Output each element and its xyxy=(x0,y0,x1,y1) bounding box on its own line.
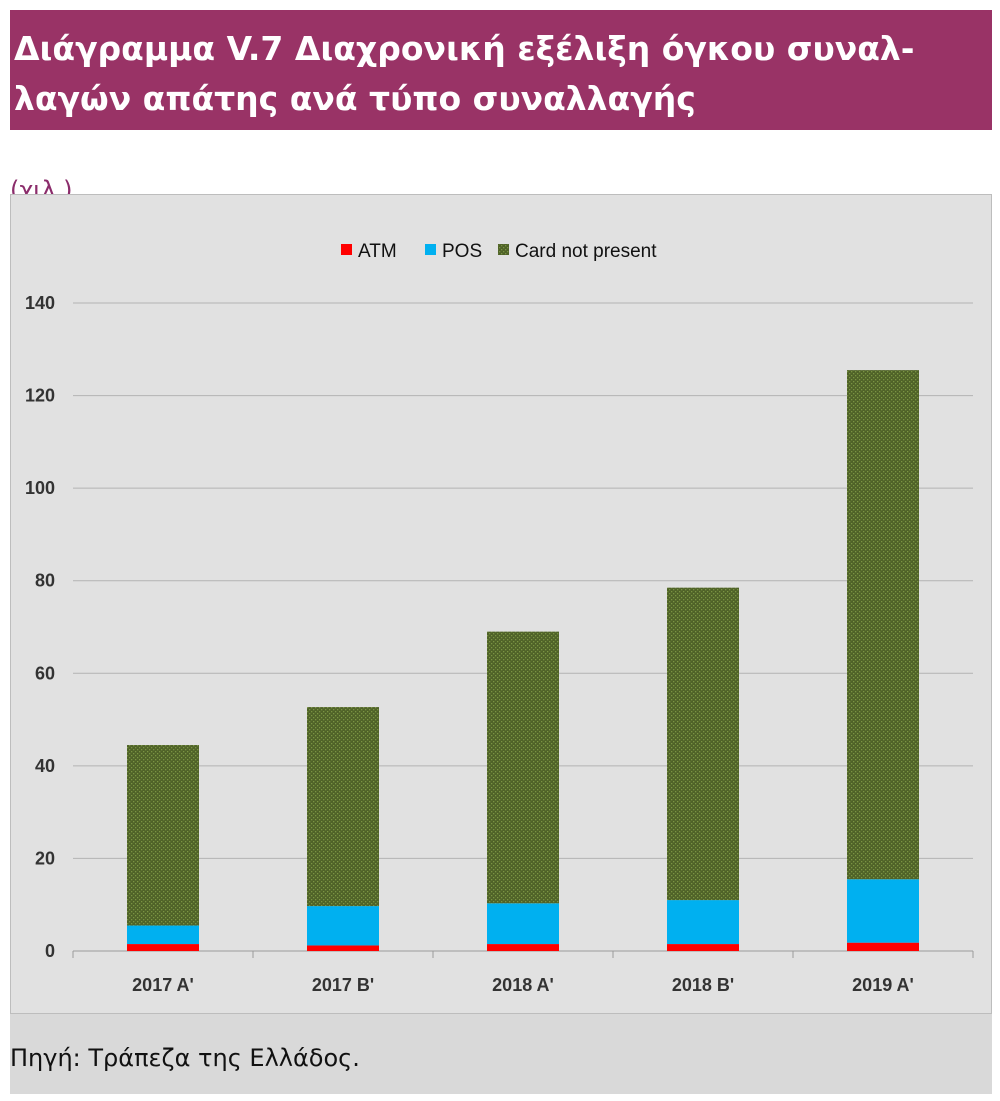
y-tick-label: 140 xyxy=(25,293,55,313)
chart-title: Διάγραμμα V.7 Διαχρονική εξέλιξη όγκου σ… xyxy=(14,24,980,124)
source-band: Πηγή: Τράπεζα της Ελλάδος. xyxy=(10,1014,992,1094)
x-tick-label: 2017 A' xyxy=(132,975,194,995)
source-note: Πηγή: Τράπεζα της Ελλάδος. xyxy=(10,1044,360,1072)
legend-swatch-atm xyxy=(341,244,352,255)
x-tick-label: 2018 A' xyxy=(492,975,554,995)
bar-segment-atm xyxy=(847,942,919,951)
y-tick-label: 60 xyxy=(35,663,55,683)
y-tick-label: 40 xyxy=(35,756,55,776)
x-tick-label: 2018 B' xyxy=(672,975,734,995)
chart-title-line-1: Διάγραμμα V.7 Διαχρονική εξέλιξη όγκου σ… xyxy=(14,29,915,68)
y-tick-label: 120 xyxy=(25,386,55,406)
bar-segment-card-not-present xyxy=(487,631,559,904)
bar-segment-pos xyxy=(667,900,739,945)
bar-segment-pos xyxy=(127,925,199,945)
legend-swatch-pos xyxy=(425,244,436,255)
bar-segment-pos xyxy=(487,903,559,945)
bar-segment-card-not-present xyxy=(847,370,919,880)
bar-segment-atm xyxy=(667,944,739,951)
legend-swatch-card-not-present xyxy=(498,244,509,255)
title-banner: Διάγραμμα V.7 Διαχρονική εξέλιξη όγκου σ… xyxy=(10,10,992,130)
bar-segment-pos xyxy=(307,906,379,946)
x-tick-label: 2019 A' xyxy=(852,975,914,995)
bars xyxy=(127,370,919,951)
legend-label: Card not present xyxy=(515,241,657,262)
bar-segment-card-not-present xyxy=(667,587,739,901)
y-tick-label: 20 xyxy=(35,848,55,868)
chart-title-line-2: λαγών απάτης ανά τύπο συναλλαγής xyxy=(14,79,696,118)
y-tick-label: 0 xyxy=(45,941,55,961)
bar-segment-atm xyxy=(307,945,379,951)
y-tick-label: 80 xyxy=(35,571,55,591)
y-tick-label: 100 xyxy=(25,478,55,498)
chart-area: 0 20 40 60 80 100 120 140 2017 A' 2017 B' 2018 A'… xyxy=(10,194,992,1014)
bar-segment-pos xyxy=(847,879,919,943)
bar-chart: 0 20 40 60 80 100 120 140 2017 A' 2017 B' 2018 A'… xyxy=(25,241,974,995)
y-axis-ticks: 0 20 40 60 80 100 120 140 xyxy=(25,293,55,961)
bar-segment-card-not-present xyxy=(127,745,199,926)
legend: ATM POS Card not present xyxy=(341,241,657,262)
legend-label: ATM xyxy=(358,241,397,262)
x-tick-label: 2017 B' xyxy=(312,975,374,995)
bar-segment-atm xyxy=(127,944,199,951)
legend-label: POS xyxy=(442,241,482,262)
bar-segment-card-not-present xyxy=(307,707,379,907)
bar-segment-atm xyxy=(487,944,559,951)
x-axis-ticks: 2017 A' 2017 B' 2018 A' 2018 B' 2019 A' xyxy=(72,951,974,995)
